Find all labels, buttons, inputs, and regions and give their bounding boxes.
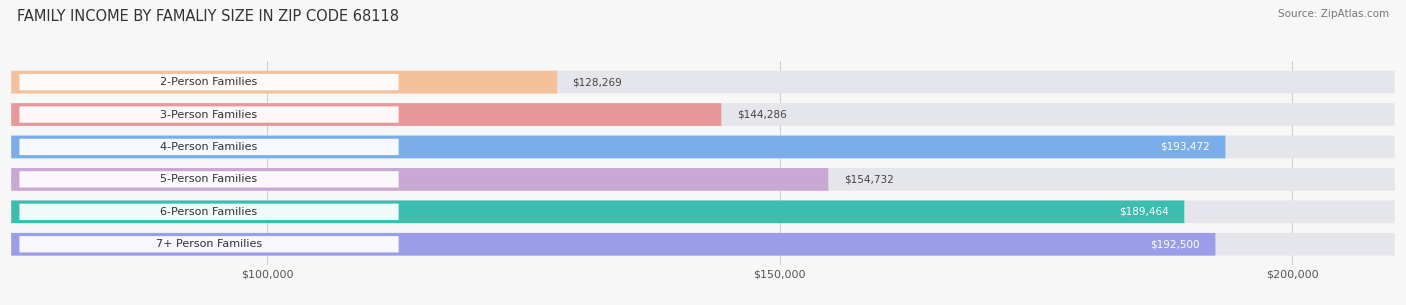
FancyBboxPatch shape (11, 71, 557, 93)
Text: $193,472: $193,472 (1160, 142, 1211, 152)
Text: $192,500: $192,500 (1150, 239, 1201, 249)
FancyBboxPatch shape (11, 136, 1226, 158)
FancyBboxPatch shape (11, 200, 1184, 223)
FancyBboxPatch shape (20, 236, 399, 253)
FancyBboxPatch shape (11, 136, 1395, 158)
Text: 7+ Person Families: 7+ Person Families (156, 239, 262, 249)
FancyBboxPatch shape (11, 103, 721, 126)
FancyBboxPatch shape (11, 103, 1395, 126)
Text: FAMILY INCOME BY FAMALIY SIZE IN ZIP CODE 68118: FAMILY INCOME BY FAMALIY SIZE IN ZIP COD… (17, 9, 399, 24)
FancyBboxPatch shape (20, 204, 399, 220)
Text: 4-Person Families: 4-Person Families (160, 142, 257, 152)
Text: 5-Person Families: 5-Person Families (160, 174, 257, 185)
Text: $154,732: $154,732 (844, 174, 893, 185)
FancyBboxPatch shape (20, 106, 399, 123)
Text: $128,269: $128,269 (572, 77, 623, 87)
Text: 6-Person Families: 6-Person Families (160, 207, 257, 217)
FancyBboxPatch shape (20, 139, 399, 155)
Text: 3-Person Families: 3-Person Families (160, 109, 257, 120)
FancyBboxPatch shape (20, 74, 399, 90)
FancyBboxPatch shape (11, 200, 1395, 223)
Text: Source: ZipAtlas.com: Source: ZipAtlas.com (1278, 9, 1389, 19)
Text: $144,286: $144,286 (737, 109, 786, 120)
FancyBboxPatch shape (11, 233, 1215, 256)
Text: $189,464: $189,464 (1119, 207, 1168, 217)
FancyBboxPatch shape (11, 168, 1395, 191)
FancyBboxPatch shape (11, 168, 828, 191)
Text: 2-Person Families: 2-Person Families (160, 77, 257, 87)
FancyBboxPatch shape (11, 233, 1395, 256)
FancyBboxPatch shape (11, 71, 1395, 93)
FancyBboxPatch shape (20, 171, 399, 188)
